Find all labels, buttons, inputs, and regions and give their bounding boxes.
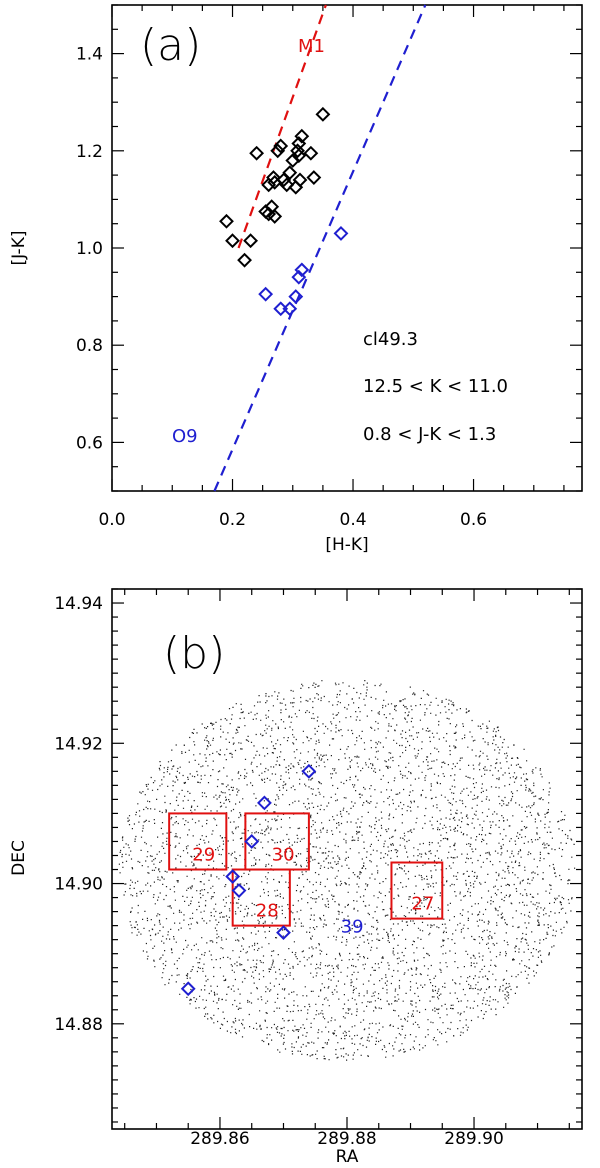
data-point <box>261 177 277 193</box>
region-box-29 <box>168 812 228 871</box>
data-point <box>180 981 196 997</box>
panel-a-reference-lines <box>213 4 427 492</box>
cluster-39-label: 39 <box>341 917 364 938</box>
data-point <box>306 170 322 185</box>
data-point <box>258 286 274 302</box>
y-tick-label: 14.92 <box>54 734 103 754</box>
m1-line-label: M1 <box>298 36 325 57</box>
data-point <box>288 289 304 305</box>
x-tick-label: 0.6 <box>460 510 487 530</box>
annotation-k-range: 12.5 < K < 11.0 <box>363 376 508 397</box>
panel-a-ylabel: [J-K] <box>9 231 29 266</box>
panel-b: 289.86 289.88 289.90 14.88 14.90 14.92 14.94 2… <box>9 588 583 1167</box>
data-point <box>303 145 319 161</box>
x-tick-label: 0.0 <box>98 510 125 530</box>
region-box-27 <box>390 861 444 920</box>
data-point <box>282 165 298 181</box>
data-point <box>231 883 247 898</box>
data-point <box>294 128 310 144</box>
data-point <box>244 834 260 849</box>
panel-a: 0.0 0.2 0.4 0.6 0.6 0.8 1.0 1.2 1.4 (a) M1 O9 cl… <box>9 4 583 555</box>
x-tick-label: 289.90 <box>444 1129 503 1149</box>
panel-a-ticks: 0.0 0.2 0.4 0.6 0.6 0.8 1.0 1.2 1.4 <box>76 4 582 530</box>
star-dots <box>118 680 576 1061</box>
panel-b-ticks: 289.86 289.88 289.90 14.88 14.90 14.92 14.94 <box>54 588 582 1149</box>
data-point <box>333 226 349 241</box>
panel-b-ylabel: DEC <box>9 840 29 876</box>
panel-b-star-field <box>118 680 576 1061</box>
panel-a-xlabel: [H-K] <box>325 535 368 555</box>
panel-a-label: (a) <box>140 20 201 71</box>
o9-line-label: O9 <box>172 426 198 447</box>
x-tick-label: 289.86 <box>190 1129 249 1149</box>
data-point <box>282 301 298 317</box>
y-tick-label: 0.8 <box>76 336 103 356</box>
data-point <box>315 106 331 122</box>
data-point <box>225 233 240 249</box>
panel-b-label: (b) <box>163 628 225 679</box>
y-tick-label: 14.94 <box>54 594 103 614</box>
data-point <box>270 143 286 159</box>
data-point <box>294 262 310 278</box>
x-tick-label: 289.88 <box>317 1129 376 1149</box>
y-tick-label: 14.90 <box>54 875 103 895</box>
data-point <box>267 208 283 224</box>
region-box-28 <box>231 868 291 927</box>
x-tick-label: 0.4 <box>340 510 367 530</box>
data-point <box>219 213 234 229</box>
y-tick-label: 0.6 <box>76 433 103 453</box>
data-point <box>279 177 295 193</box>
data-point <box>301 763 317 779</box>
panel-b-boxes: 29 30 28 27 <box>168 812 444 927</box>
data-point <box>243 233 259 249</box>
annotation-cluster-name: cl49.3 <box>363 329 418 350</box>
y-tick-label: 1.4 <box>76 45 103 65</box>
panel-a-points <box>219 106 349 317</box>
data-point <box>237 252 252 268</box>
annotation-jk-range: 0.8 < J-K < 1.3 <box>363 424 496 445</box>
y-tick-label: 14.88 <box>54 1015 103 1035</box>
region-label-30: 30 <box>272 845 295 866</box>
x-tick-label: 0.2 <box>219 510 246 530</box>
reference-line-m1 <box>237 4 327 249</box>
panel-b-points <box>180 763 317 997</box>
data-point <box>257 795 272 811</box>
data-point <box>290 143 306 159</box>
data-point <box>225 869 241 884</box>
panel-a-frame <box>111 4 583 492</box>
region-label-27: 27 <box>411 894 434 915</box>
data-point <box>276 925 291 941</box>
data-point <box>249 145 265 161</box>
region-label-28: 28 <box>256 901 279 922</box>
region-label-29: 29 <box>192 845 215 866</box>
panel-b-xlabel: RA <box>336 1147 359 1167</box>
y-tick-label: 1.0 <box>76 239 103 259</box>
y-tick-label: 1.2 <box>76 142 103 162</box>
data-point <box>273 138 289 154</box>
data-point <box>292 172 308 188</box>
reference-line-o9 <box>213 4 427 492</box>
